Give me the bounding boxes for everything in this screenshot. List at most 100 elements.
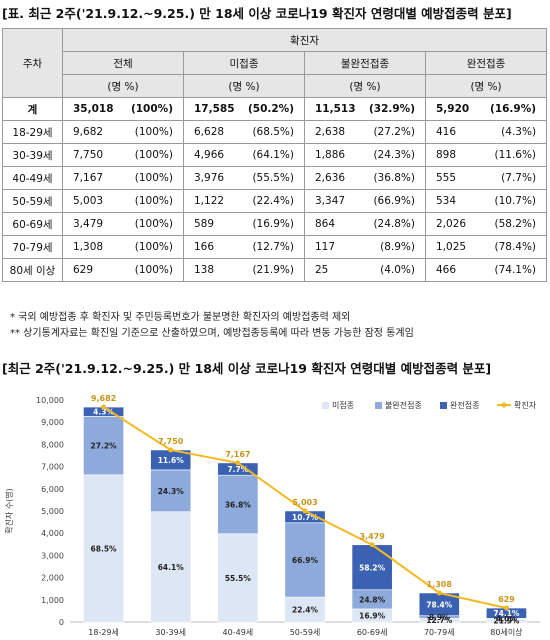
table-notes: * 국외 예방접종 후 확진자 및 주민등록번호가 불분명한 확진자의 예방접종… (10, 310, 414, 342)
data-label-percent: 66.9% (292, 556, 319, 565)
data-label-percent: 78.4% (426, 600, 453, 609)
x-tick-label: 80세이상 (490, 627, 523, 637)
cell-count: 864 (315, 218, 336, 230)
cell-percent: (36.8%) (373, 172, 415, 184)
table-cell: 1,886 (24.3%) (304, 143, 426, 167)
cell-percent: (100%) (134, 218, 173, 230)
bar-segment (83, 474, 125, 623)
col-header-unvaccinated: 미접종 (183, 51, 305, 75)
y-tick-label: 10,000 (36, 396, 64, 405)
table-cell: 5,920 (16.9%) (424, 97, 548, 121)
row-label: 30-39세 (2, 143, 63, 167)
cell-count: 17,585 (194, 103, 235, 115)
y-tick-label: 4,000 (41, 529, 64, 538)
cell-count: 1,308 (73, 241, 104, 253)
row-label: 60-69세 (2, 212, 63, 236)
cell-percent: (100%) (134, 264, 173, 276)
table-cell: 3,347 (66.9%) (304, 189, 426, 213)
data-label-percent: 4.3% (93, 408, 114, 417)
cell-count: 35,018 (73, 103, 114, 115)
data-label-percent: 22.4% (292, 606, 319, 615)
cell-percent: (24.8%) (373, 218, 415, 230)
y-tick-label: 1,000 (41, 596, 64, 605)
cell-count: 7,167 (73, 172, 104, 184)
legend-label: 미접종 (332, 400, 354, 410)
cell-percent: (16.9%) (252, 218, 294, 230)
table-cell: 1,308 (100%) (62, 235, 184, 259)
total-point (168, 447, 174, 453)
cell-count: 5,003 (73, 195, 104, 207)
table-cell: 4,966 (64.1%) (183, 143, 305, 167)
cell-percent: (4.3%) (501, 126, 537, 138)
legend-swatch (322, 402, 329, 409)
table-cell: 11,513 (32.9%) (304, 97, 426, 121)
cell-count: 589 (194, 218, 215, 230)
x-tick-label: 40-49세 (223, 628, 254, 637)
data-label-percent: 11.6% (158, 456, 185, 465)
data-label-percent: 24.8% (359, 595, 386, 604)
row-label: 80세 이상 (2, 258, 63, 282)
bar-segment (83, 415, 125, 476)
note-line: ** 상기통계자료는 확진일 기준으로 산출하였으며, 예방접종등록에 따라 변… (10, 328, 414, 339)
table-row: 70-79세 1,308 (100%) 166 (12.7%) 117 (8.9%) 1,02… (2, 235, 548, 259)
table-cell: 864 (24.8%) (304, 212, 426, 236)
cell-count: 898 (436, 149, 457, 161)
chart-title: [최근 2주('21.9.12.~9.25.) 만 18세 이상 코로나19 확… (2, 361, 492, 376)
row-label: 18-29세 (2, 120, 63, 144)
table-row: 50-59세 5,003 (100%) 1,122 (22.4%) 3,347 (66.9%… (2, 189, 548, 213)
cell-percent: (58.2%) (494, 218, 537, 230)
cell-percent: (55.5%) (252, 172, 294, 184)
bar-segment (284, 522, 326, 598)
table-cell: 2,026 (58.2%) (424, 212, 548, 236)
cell-count: 6,628 (194, 126, 225, 138)
col-header-partial: 불완전접종 (304, 51, 426, 75)
data-label-percent: 10.7% (292, 513, 319, 522)
table-cell: 589 (16.9%) (183, 212, 305, 236)
unit-label: (명 %) (62, 74, 184, 98)
data-label-percent: 12.7% (426, 616, 453, 625)
cell-count: 25 (315, 264, 329, 276)
y-tick-label: 0 (59, 618, 64, 627)
table-cell: 534 (10.7%) (424, 189, 548, 213)
x-tick-label: 30-39세 (155, 628, 186, 637)
table-cell: 7,750 (100%) (62, 143, 184, 167)
group-header: 확진자 (61, 28, 548, 52)
total-point (235, 460, 241, 466)
unit-label: (명 %) (304, 74, 426, 98)
data-label-total: 9,682 (91, 394, 116, 403)
total-point (302, 508, 308, 514)
data-label-percent: 36.8% (225, 500, 252, 509)
cell-percent: (68.5%) (252, 126, 294, 138)
table-cell: 17,585 (50.2%) (183, 97, 305, 121)
table-cell: 5,003 (100%) (62, 189, 184, 213)
cell-percent: (24.3%) (373, 149, 415, 161)
table-cell: 35,018 (100%) (62, 97, 184, 121)
table-cell: 3,479 (100%) (62, 212, 184, 236)
vaccination-table: 주차 확진자 전체 미접종 불완전접종 완전접종 (명 %) (명 %) (명 … (2, 28, 548, 282)
cell-percent: (100%) (134, 172, 173, 184)
data-label-percent: 64.1% (158, 563, 185, 572)
total-point (436, 590, 442, 596)
cell-count: 117 (315, 241, 336, 253)
cell-percent: (4.0%) (380, 264, 415, 276)
data-label-total: 5,003 (292, 498, 317, 507)
cell-percent: (66.9%) (373, 195, 415, 207)
table-cell: 466 (74.1%) (424, 258, 548, 282)
bar-segment (284, 596, 326, 623)
cell-count: 166 (194, 241, 215, 253)
row-header: 주차 (2, 28, 63, 98)
data-label-total: 3,479 (359, 532, 385, 541)
bar-segment (217, 474, 259, 535)
cell-percent: (78.4%) (494, 241, 537, 253)
table-row: 40-49세 7,167 (100%) 3,976 (55.5%) 2,636 (36.8%… (2, 166, 548, 190)
y-tick-label: 8,000 (41, 440, 64, 449)
data-label-percent: 74.1% (493, 609, 520, 618)
cell-percent: (27.2%) (373, 126, 415, 138)
cell-percent: (11.6%) (494, 149, 537, 161)
unit-label: (명 %) (183, 74, 305, 98)
table-cell: 2,638 (27.2%) (304, 120, 426, 144)
total-row: 계 35,018 (100%) 17,585 (50.2%) 11,513 (32.9%) 5… (2, 97, 548, 121)
data-label-total: 7,167 (225, 450, 250, 459)
cell-count: 416 (436, 126, 457, 138)
data-label-percent: 16.9% (359, 611, 386, 620)
